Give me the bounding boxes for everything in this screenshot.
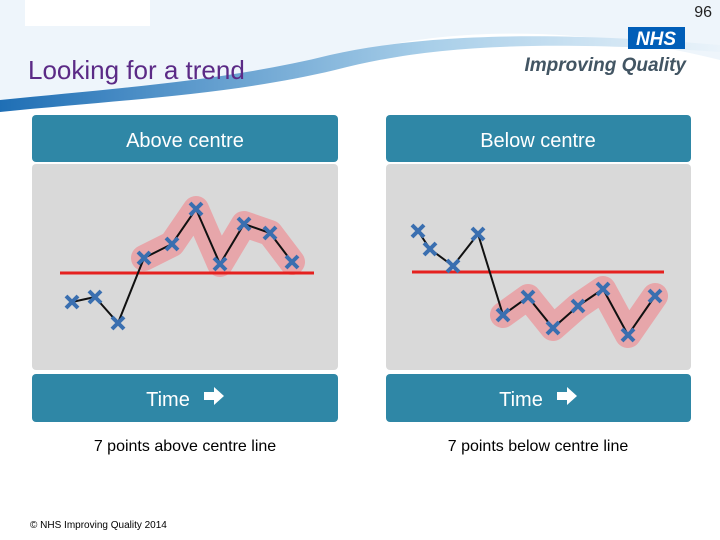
point-marker — [136, 250, 152, 266]
nhs-badge-text: NHS — [636, 29, 676, 50]
plot-area — [386, 164, 691, 370]
panel-header-text: Below centre — [480, 130, 596, 152]
panel-footer-text: Time — [499, 389, 543, 411]
point-marker — [212, 256, 228, 272]
point-marker — [410, 223, 426, 239]
point-marker — [262, 225, 278, 241]
plot-area — [32, 164, 338, 370]
point-marker — [87, 289, 103, 305]
arrow-icon — [557, 387, 577, 405]
point-marker — [595, 281, 611, 297]
point-marker — [64, 294, 80, 310]
point-marker — [570, 298, 586, 314]
point-marker — [495, 307, 511, 323]
panel-caption: 7 points below centre line — [448, 438, 629, 455]
point-marker — [445, 258, 461, 274]
panel-header — [386, 115, 691, 162]
header-band — [0, 0, 720, 105]
point-marker — [620, 327, 636, 343]
point-marker — [422, 241, 438, 257]
point-marker — [284, 254, 300, 270]
panel-footer — [386, 374, 691, 422]
point-marker — [188, 201, 204, 217]
copyright: © NHS Improving Quality 2014 — [30, 520, 167, 531]
page-number: 96 — [694, 4, 712, 21]
point-marker — [647, 288, 663, 304]
panel-header — [32, 115, 338, 162]
panel-footer-text: Time — [146, 389, 190, 411]
run-line — [71, 206, 293, 325]
panel-caption: 7 points above centre line — [94, 438, 276, 455]
blank-box — [25, 0, 150, 26]
point-marker — [164, 236, 180, 252]
point-marker — [545, 320, 561, 336]
arrow-icon — [204, 387, 224, 405]
logo-text: Improving Quality — [524, 55, 687, 76]
point-marker — [236, 216, 252, 232]
point-marker — [470, 226, 486, 242]
panel-header-text: Above centre — [126, 130, 244, 152]
nhs-badge — [628, 27, 685, 49]
slide-title: Looking for a trend — [28, 55, 245, 85]
point-marker — [110, 315, 126, 331]
point-marker — [520, 289, 536, 305]
panel-footer — [32, 374, 338, 422]
header-swoosh — [0, 36, 720, 112]
